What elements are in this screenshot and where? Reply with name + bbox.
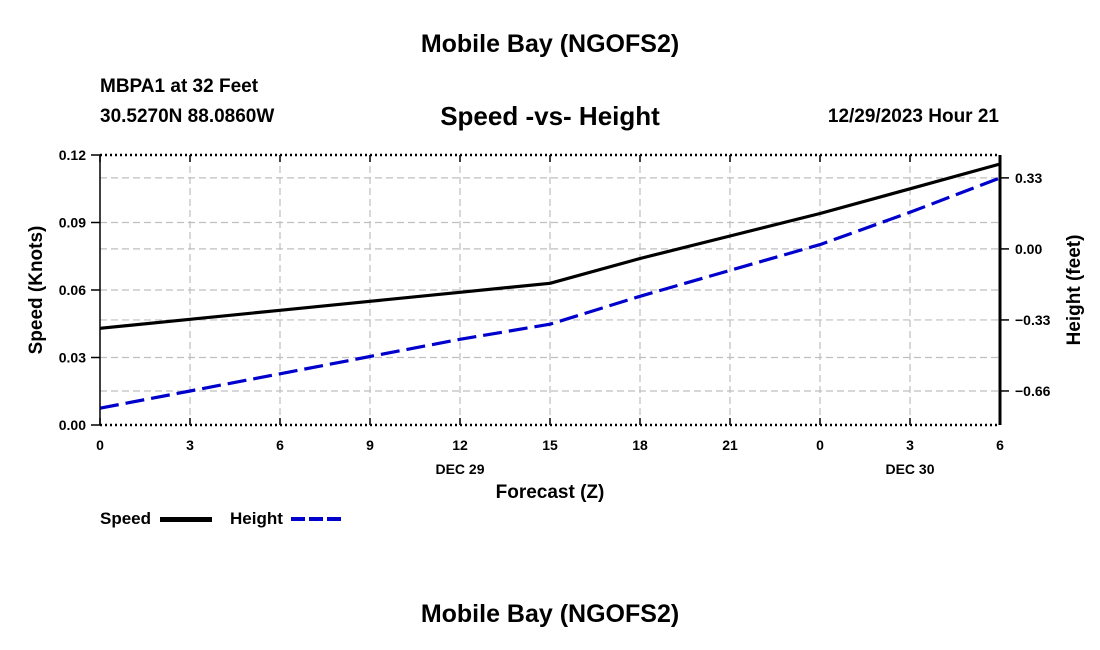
y-tick-label: 0.09 <box>59 215 86 231</box>
y2-tick-label: 0.00 <box>1015 241 1042 257</box>
y-tick-label: 0.00 <box>59 417 86 433</box>
axes-layer <box>91 153 1009 427</box>
series-layer <box>99 162 1001 410</box>
datetime-label: 12/29/2023 Hour 21 <box>827 106 999 127</box>
coordinates-label: 30.5270N 88.0860W <box>100 106 275 127</box>
y2-tick-label: 0.33 <box>1015 170 1042 186</box>
y2-axis-title: Height (feet) <box>1064 234 1085 346</box>
y2-tick-label: −0.33 <box>1015 312 1051 328</box>
x-tick-label: 3 <box>906 437 914 453</box>
y-tick-label: 0.12 <box>59 147 86 163</box>
x-tick-label: 0 <box>96 437 104 453</box>
x-axis-title: Forecast (Z) <box>495 482 605 503</box>
legend-swatch-speed <box>160 517 212 522</box>
x-tick-label: 0 <box>816 437 824 453</box>
station-label: MBPA1 at 32 Feet <box>100 76 259 97</box>
labels-layer: 0 3 6 9 12 15 18 21 0 3 6 DEC 29 DEC 30 0.00 0.03 0.06 0… <box>59 147 1051 477</box>
legend-label-speed: Speed <box>100 509 152 528</box>
x-tick-label: 6 <box>996 437 1004 453</box>
x-tick-label: 3 <box>186 437 194 453</box>
chart-title: Mobile Bay (NGOFS2) <box>420 30 680 58</box>
x-date-label: DEC 30 <box>885 461 934 477</box>
series-line-speed <box>99 162 1001 330</box>
y-axis-title: Speed (Knots) <box>26 225 47 355</box>
x-date-label: DEC 29 <box>435 461 484 477</box>
chart-subtitle: Speed -vs- Height <box>440 101 660 131</box>
legend-swatch-height <box>291 517 342 521</box>
x-tick-label: 9 <box>366 437 374 453</box>
footer-title: Mobile Bay (NGOFS2) <box>420 600 680 628</box>
x-tick-label: 18 <box>632 437 648 453</box>
x-tick-label: 15 <box>542 437 558 453</box>
legend-label-height: Height <box>230 509 283 528</box>
x-tick-label: 6 <box>276 437 284 453</box>
series-line-height <box>99 176 1001 410</box>
y-tick-label: 0.03 <box>59 350 86 366</box>
y2-tick-label: −0.66 <box>1015 383 1051 399</box>
x-tick-label: 21 <box>722 437 738 453</box>
grid-layer <box>100 155 1000 425</box>
y-tick-label: 0.06 <box>59 282 86 298</box>
x-tick-label: 12 <box>452 437 468 453</box>
